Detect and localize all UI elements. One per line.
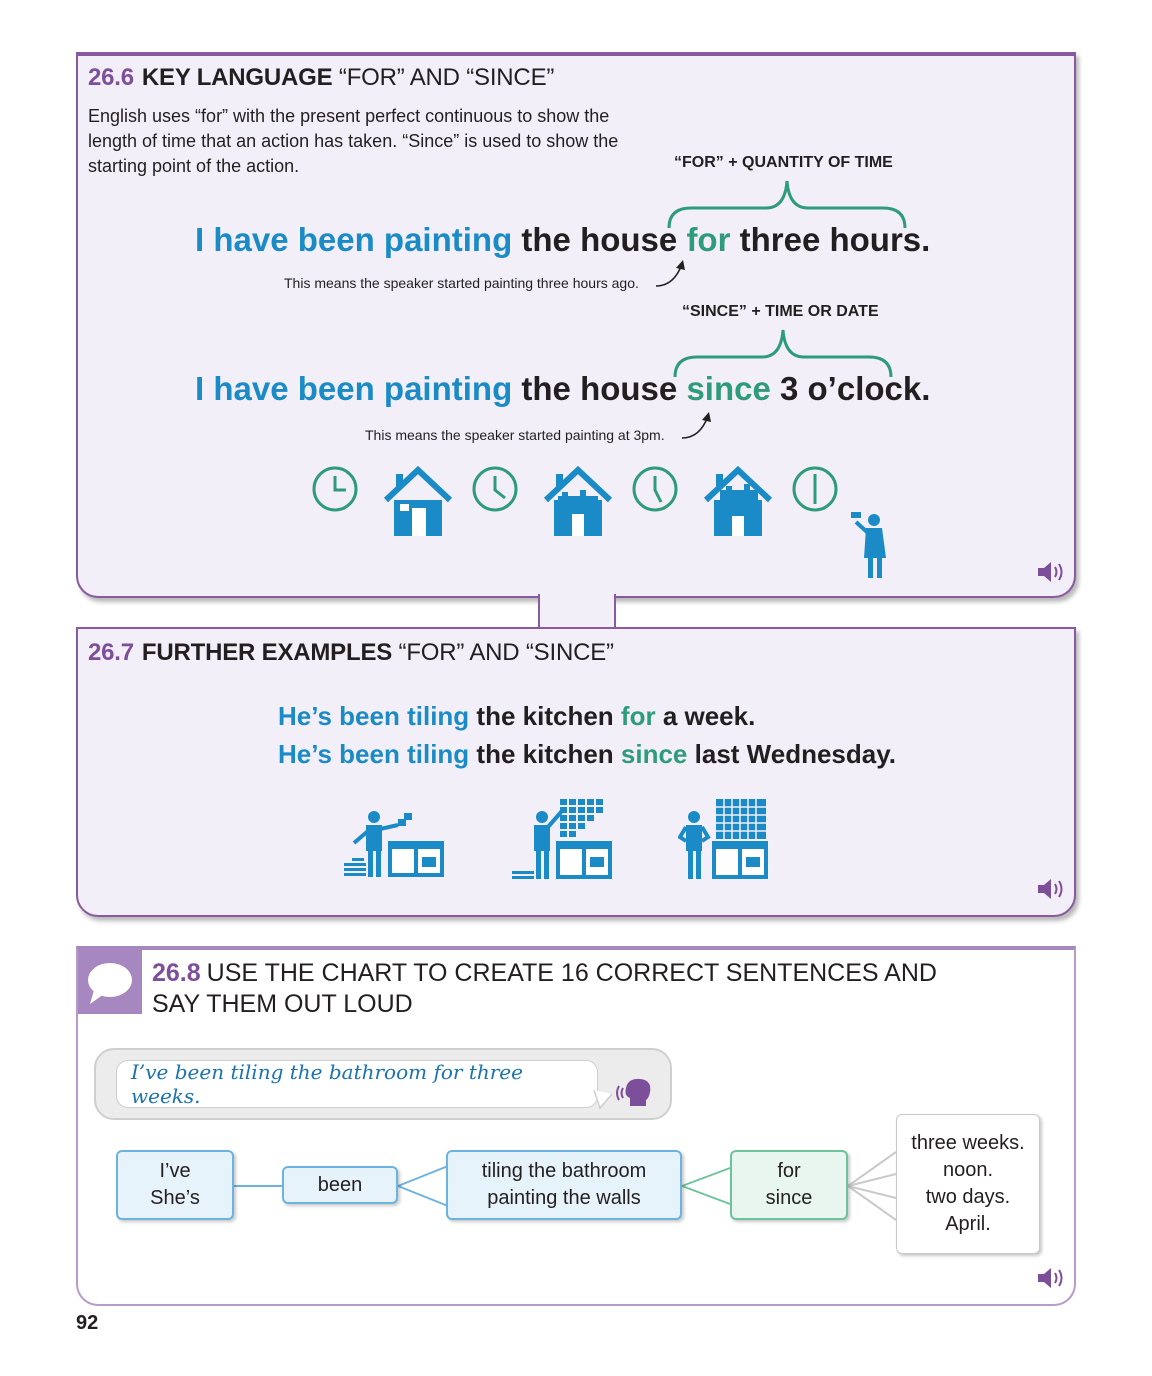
time-option: noon. (942, 1159, 994, 1181)
tiler-icon (512, 799, 612, 879)
panel-further-examples: 26.7 FURTHER EXAMPLES “FOR” AND “SINCE” H… (76, 627, 1076, 917)
tiler-icon (344, 811, 444, 877)
verb-phrase: He’s been tiling (278, 701, 470, 731)
keyword-since: since (620, 739, 688, 769)
for-bracket-label: “FOR” + QUANTITY OF TIME (674, 154, 893, 171)
example-bubble: I’ve been tiling the bathroom for three … (94, 1048, 672, 1120)
object-phrase: the house (521, 221, 678, 258)
page-number: 92 (76, 1312, 99, 1334)
tiler-icon (678, 799, 768, 879)
time-phrase: a week. (662, 701, 756, 731)
speaker-icon[interactable] (1036, 877, 1066, 901)
auxiliary-box: been (282, 1166, 398, 1204)
section-number: 26.6 (88, 64, 134, 91)
object-phrase: the kitchen (476, 739, 614, 769)
verb-phrase: I have been painting (195, 370, 513, 407)
action-box: tiling the bathroom painting the walls (446, 1150, 682, 1220)
subject-option: I’ve (159, 1160, 191, 1182)
time-phrase: 3 o’clock. (780, 370, 931, 407)
panel-exercise: 26.8 USE THE CHART TO CREATE 16 CORRECT S… (76, 946, 1076, 1306)
section-heading: 26.8 USE THE CHART TO CREATE 16 CORRECT S… (152, 958, 972, 1020)
section-number: 26.7 (88, 639, 134, 666)
arrow-icon (655, 260, 685, 287)
subject-box: I’ve She’s (116, 1150, 234, 1220)
example-sentence-for: He’s been tiling the kitchen for a week. (278, 701, 755, 732)
time-option: two days. (925, 1186, 1011, 1208)
preposition-option: for (777, 1160, 801, 1182)
time-phrase: last Wednesday. (694, 739, 896, 769)
section-heading: 26.7 FURTHER EXAMPLES “FOR” AND “SINCE” (88, 639, 614, 667)
example-sentence-since: He’s been tiling the kitchen since last … (278, 739, 896, 770)
house-icon (383, 466, 453, 536)
house-icon (543, 466, 613, 536)
clock-icon (312, 466, 358, 512)
for-bracket (667, 180, 907, 229)
action-option: painting the walls (487, 1187, 641, 1209)
time-phrase: three hours. (739, 221, 931, 258)
verb-phrase: He’s been tiling (278, 739, 470, 769)
preposition-box: for since (730, 1150, 848, 1220)
section-heading: 26.6 KEY LANGUAGE “FOR” AND “SINCE” (88, 64, 554, 92)
section-title: USE THE CHART TO CREATE 16 CORRECT SENTE… (152, 959, 937, 1018)
intro-text: English uses “for” with the present perf… (88, 106, 619, 176)
section-subtitle: “FOR” AND “SINCE” (398, 639, 614, 666)
subject-option: She’s (150, 1187, 200, 1209)
speaking-person-icon (616, 1078, 651, 1106)
section-subtitle: “FOR” AND “SINCE” (338, 64, 555, 91)
clock-icon (792, 466, 838, 512)
example-sentence: I’ve been tiling the bathroom for three … (116, 1060, 598, 1108)
time-option: April. (945, 1213, 991, 1235)
speech-tab (78, 950, 142, 1014)
action-option: tiling the bathroom (481, 1160, 647, 1182)
arrow-icon (681, 412, 711, 439)
since-bracket-label: “SINCE” + TIME OR DATE (682, 303, 879, 320)
preposition-option: since (765, 1187, 813, 1209)
note-for: This means the speaker started painting … (284, 275, 639, 291)
chart-connectors (234, 1151, 897, 1221)
auxiliary-option: been (317, 1173, 363, 1196)
clock-icon (472, 466, 518, 512)
painter-icon (851, 512, 886, 578)
object-phrase: the kitchen (476, 701, 614, 731)
time-box: three weeks. noon. two days. April. (896, 1114, 1040, 1254)
panel-connector (538, 594, 616, 631)
clock-icon (632, 466, 678, 512)
example-sentence-for: I have been painting the house for three… (195, 221, 930, 259)
object-phrase: the house (521, 370, 678, 407)
panel-key-language: 26.6 KEY LANGUAGE “FOR” AND “SINCE” Engli… (76, 52, 1076, 598)
section-number: 26.8 (152, 959, 201, 987)
bubble-tail (593, 1090, 613, 1110)
house-icon (703, 466, 773, 536)
since-bracket (673, 329, 893, 378)
verb-phrase: I have been painting (195, 221, 513, 258)
speaker-icon[interactable] (1036, 1266, 1066, 1290)
keyword-since: since (686, 370, 771, 407)
speaker-icon[interactable] (1036, 560, 1066, 584)
time-option: three weeks. (911, 1132, 1025, 1154)
keyword-for: for (620, 701, 656, 731)
example-sentence-since: I have been painting the house since 3 o… (195, 370, 930, 408)
section-title: KEY LANGUAGE (141, 64, 333, 91)
section-title: FURTHER EXAMPLES (141, 639, 393, 666)
speech-bubble-icon (88, 963, 132, 1004)
note-since: This means the speaker started painting … (365, 427, 665, 443)
keyword-for: for (686, 221, 731, 258)
